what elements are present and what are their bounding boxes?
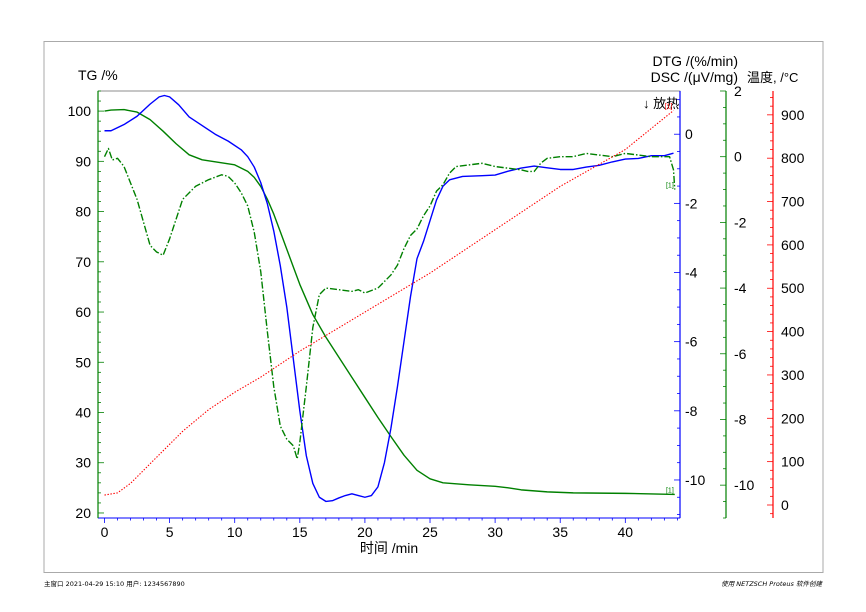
dsc-tick-label: -10: [685, 472, 705, 488]
temp-tick-label: 100: [781, 454, 805, 470]
tg-tick-label: 20: [75, 505, 91, 521]
chart-frame: [43, 41, 824, 573]
dtg-tick-label: -2: [734, 214, 747, 230]
series-dsc-line: [104, 94, 674, 503]
dtg-tick-label: 2: [734, 83, 742, 99]
series-tg-line: [104, 108, 675, 496]
dsc-axis-title: DSC /(μV/mg): [651, 69, 738, 85]
footer-left: 主窗口 2021-04-29 15:10 用户: 1234567890: [44, 580, 185, 588]
x-tick-label: 15: [292, 524, 308, 540]
temp-tick-label: 200: [781, 410, 805, 426]
dsc-tick-label: 0: [685, 126, 693, 142]
temp-tick-label: 600: [781, 237, 805, 253]
dsc-tick-label: -2: [685, 195, 698, 211]
x-tick-label: 5: [166, 524, 174, 540]
x-tick-label: 20: [357, 524, 373, 540]
series-dtg-line: [103, 147, 676, 460]
tg-tick-label: 40: [75, 405, 91, 421]
plot-area-border: [97, 90, 681, 519]
temp-tick-label: 900: [781, 107, 805, 123]
series-dtg-end-label: [1]: [666, 183, 674, 190]
temp-tick-label: 300: [781, 367, 805, 383]
exo-direction-label: ↓ 放热: [643, 96, 679, 111]
series-temperature-line: [104, 110, 674, 496]
tg-tick-label: 70: [75, 254, 91, 270]
tg-tick-label: 30: [75, 455, 91, 471]
dtg-tick-label: -6: [734, 346, 747, 362]
series-tg-end-label: [1]: [666, 487, 674, 494]
x-tick-label: 0: [101, 524, 109, 540]
dsc-tick-label: -6: [685, 334, 698, 350]
temp-tick-label: 800: [781, 150, 805, 166]
dsc-tick-label: -8: [685, 403, 698, 419]
tg-tick-label: 60: [75, 304, 91, 320]
tg-tick-label: 90: [75, 153, 91, 169]
x-tick-label: 10: [227, 524, 243, 540]
temp-tick-label: 500: [781, 280, 805, 296]
dtg-tick-label: -8: [734, 411, 747, 427]
x-axis-title: 时间 /min: [360, 540, 418, 556]
dsc-tick-label: -4: [685, 265, 698, 281]
temp-tick-label: 0: [781, 497, 789, 513]
x-tick-label: 40: [618, 524, 634, 540]
x-tick-label: 35: [552, 524, 568, 540]
tg-tick-label: 50: [75, 354, 91, 370]
series-temperature-end-label: [1]: [665, 104, 673, 111]
footer-right: 使用 NETZSCH Proteus 软件创建: [721, 580, 822, 588]
x-tick-label: 25: [422, 524, 438, 540]
temp-axis-title: 温度, /°C: [747, 70, 798, 85]
tg-axis-title: TG /%: [78, 67, 118, 83]
x-tick-label: 30: [487, 524, 503, 540]
temp-tick-label: 700: [781, 194, 805, 210]
dtg-axis-title: DTG /(%/min): [652, 53, 738, 69]
dtg-tick-label: 0: [734, 149, 742, 165]
dtg-tick-label: -10: [734, 477, 754, 493]
dtg-tick-label: -4: [734, 280, 747, 296]
tg-tick-label: 100: [68, 103, 92, 119]
tg-tick-label: 80: [75, 204, 91, 220]
temp-tick-label: 400: [781, 324, 805, 340]
